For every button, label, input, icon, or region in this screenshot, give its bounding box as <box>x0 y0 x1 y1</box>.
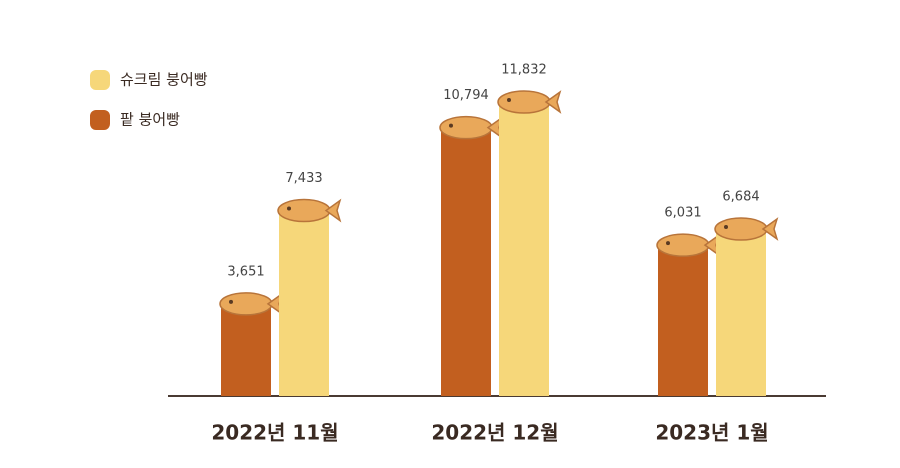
bar <box>716 231 766 396</box>
fish-eye <box>449 123 453 128</box>
value-label: 6,031 <box>664 206 701 221</box>
value-label: 6,684 <box>722 190 759 205</box>
legend-label: 팥 붕어빵 <box>120 111 180 129</box>
value-label: 7,433 <box>285 171 322 186</box>
value-label: 10,794 <box>443 88 489 103</box>
value-label: 3,651 <box>227 264 264 279</box>
fish-eye <box>287 206 291 211</box>
fish-tail <box>544 90 562 114</box>
fish-icon <box>219 292 273 316</box>
fish-tail <box>761 217 779 241</box>
legend-swatch <box>90 70 110 90</box>
bar <box>221 305 271 396</box>
fish-eye <box>229 299 233 304</box>
x-tick-label: 2022년 12월 <box>431 421 558 445</box>
value-label: 11,832 <box>501 63 547 78</box>
fish-eye <box>724 225 728 230</box>
bar <box>279 212 329 396</box>
fish-tail <box>324 198 342 223</box>
fish-icon <box>439 115 493 140</box>
fish-eye <box>666 241 670 246</box>
bar <box>499 104 549 396</box>
bar <box>441 129 491 396</box>
fish-icon <box>656 233 710 257</box>
x-tick-label: 2022년 11월 <box>211 421 338 445</box>
bar <box>658 247 708 396</box>
fish-icon <box>714 217 768 241</box>
legend-label: 슈크림 붕어빵 <box>120 71 208 89</box>
fish-icon <box>277 198 331 223</box>
fish-eye <box>507 98 511 102</box>
legend-swatch <box>90 110 110 130</box>
fish-icon <box>497 90 551 114</box>
x-tick-label: 2023년 1월 <box>655 421 768 445</box>
